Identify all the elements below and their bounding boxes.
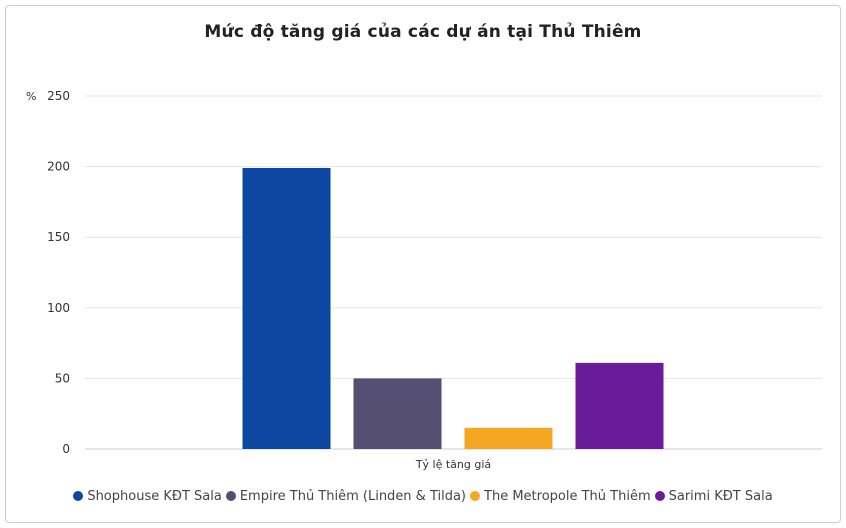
chart-title: Mức độ tăng giá của các dự án tại Thủ Th…	[204, 22, 642, 42]
legend-marker	[470, 491, 481, 501]
legend-marker	[73, 491, 84, 501]
y-tick-label: 0	[62, 442, 70, 456]
y-tick-label: 200	[47, 160, 70, 174]
legend-label: Empire Thủ Thiêm (Linden & Tilda)	[239, 489, 467, 504]
bar	[242, 168, 331, 449]
legend-label: Shophouse KĐT Sala	[87, 489, 222, 504]
legend-item[interactable]: Shophouse KĐT Sala	[73, 489, 222, 504]
x-category-label: Tỷ lệ tăng giá	[415, 458, 491, 471]
y-tick-label: 50	[55, 371, 70, 385]
y-tick-label: 150	[47, 230, 70, 244]
y-tick-label: 100	[47, 301, 70, 315]
legend-item[interactable]: Empire Thủ Thiêm (Linden & Tilda)	[225, 489, 467, 504]
legend-marker	[654, 491, 665, 501]
bar	[353, 378, 442, 449]
legend-item[interactable]: The Metropole Thủ Thiêm	[470, 489, 651, 504]
legend-marker	[225, 491, 236, 501]
legend-label: Sarimi KĐT Sala	[668, 489, 773, 504]
bar	[464, 427, 553, 449]
y-axis-unit: %	[26, 90, 36, 103]
bar	[575, 362, 664, 449]
y-tick-label: 250	[47, 89, 70, 103]
chart-legend: Shophouse KĐT Sala Empire Thủ Thiêm (Lind…	[0, 489, 846, 504]
legend-label: The Metropole Thủ Thiêm	[484, 489, 651, 504]
legend-item[interactable]: Sarimi KĐT Sala	[654, 489, 773, 504]
